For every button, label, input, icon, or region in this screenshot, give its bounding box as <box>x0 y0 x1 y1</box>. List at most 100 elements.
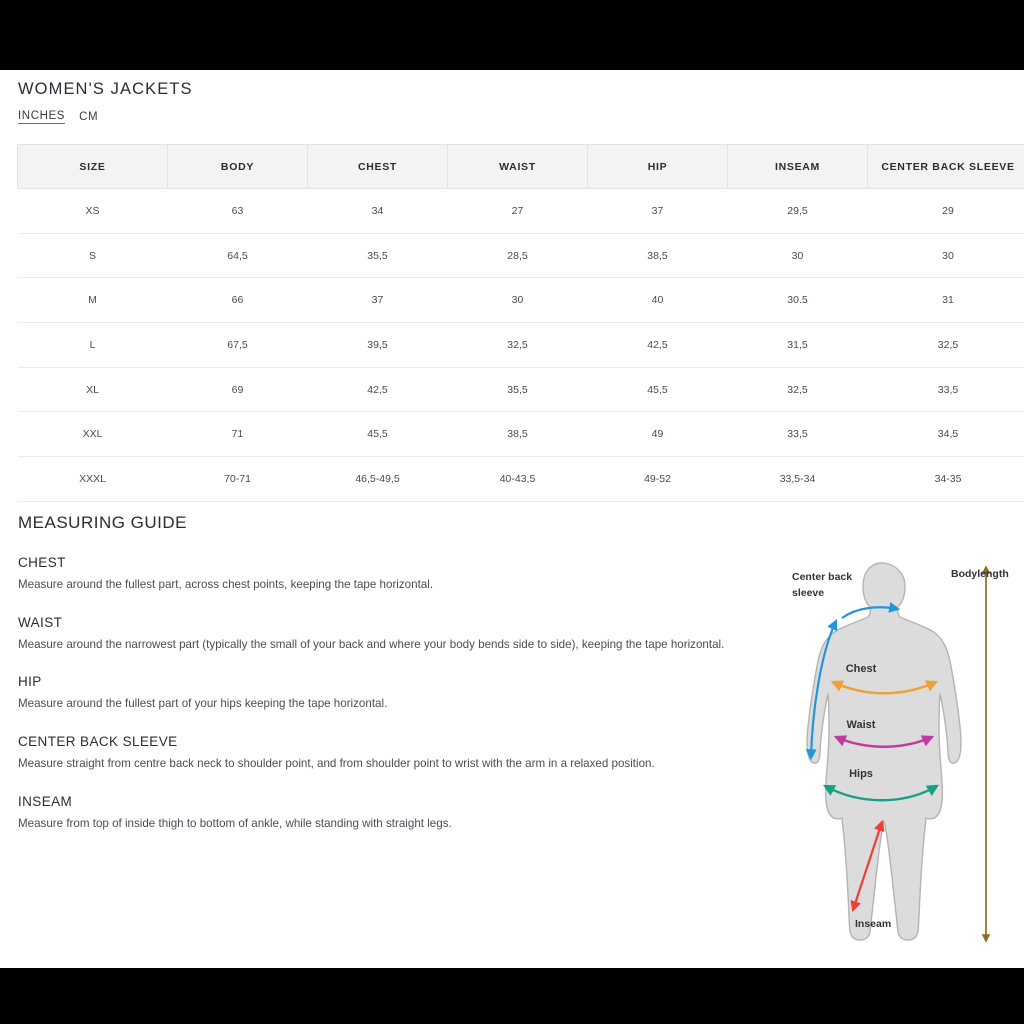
cell-body: 69 <box>167 366 308 413</box>
guide-text: Measure straight from centre back neck t… <box>18 756 655 770</box>
bottom-letterbox-bar <box>0 968 1024 1024</box>
cell-waist: 27 <box>447 188 588 234</box>
unit-option-inches[interactable]: INCHES <box>18 110 66 124</box>
cell-chest: 39,5 <box>307 322 448 368</box>
guide-heading: CENTER BACK SLEEVE <box>18 733 178 749</box>
inseam-label: Inseam <box>855 918 891 930</box>
cell-inseam: 30.5 <box>727 277 868 324</box>
cell-waist: 40-43,5 <box>447 456 588 502</box>
cell-center-back-sleeve: 32,5 <box>867 322 1024 368</box>
cell-size: XXL <box>17 411 168 458</box>
cell-hip: 49-52 <box>587 456 728 502</box>
guide-heading: HIP <box>18 674 42 690</box>
cell-inseam: 33,5-34 <box>727 456 868 502</box>
cell-hip: 37 <box>587 188 728 234</box>
cell-size: XXXL <box>17 456 168 502</box>
cell-waist: 30 <box>447 277 588 324</box>
column-header-waist: WAIST <box>447 144 588 189</box>
cell-center-back-sleeve: 33,5 <box>867 366 1024 413</box>
column-header-chest: CHEST <box>307 144 448 189</box>
column-header-body: BODY <box>167 144 308 189</box>
table-row: XS 63 34 27 37 29,5 29 <box>17 188 1024 234</box>
column-header-center-back-sleeve: CENTER BACK SLEEVE <box>867 144 1024 189</box>
cell-inseam: 29,5 <box>727 188 868 234</box>
cell-waist: 38,5 <box>447 411 588 458</box>
table-row: XXXL 70-71 46,5-49,5 40-43,5 49-52 33,5-… <box>17 456 1024 502</box>
measuring-guide-title: MEASURING GUIDE <box>18 513 188 532</box>
unit-toggle[interactable]: INCHES CM <box>18 110 98 124</box>
bodylength-label: Bodylength <box>951 568 1009 580</box>
cell-inseam: 31,5 <box>727 322 868 368</box>
cell-inseam: 30 <box>727 232 868 279</box>
column-header-hip: HIP <box>587 144 728 189</box>
guide-heading: WAIST <box>18 614 63 630</box>
top-letterbox-bar <box>0 0 1024 70</box>
chest-label: Chest <box>846 663 877 675</box>
hips-arrow <box>822 784 940 802</box>
waist-label: Waist <box>847 719 876 731</box>
cell-waist: 32,5 <box>447 322 588 368</box>
guide-section-center-back-sleeve: CENTER BACK SLEEVE Measure straight from… <box>18 734 808 772</box>
column-header-size: SIZE <box>17 144 168 189</box>
cell-hip: 45,5 <box>587 366 728 413</box>
table-row: XL 69 42,5 35,5 45,5 32,5 33,5 <box>17 366 1024 413</box>
center-back-sleeve-arrow <box>805 602 901 761</box>
waist-arrow <box>833 735 935 748</box>
table-row: M 66 37 30 40 30.5 31 <box>17 277 1024 324</box>
cell-chest: 46,5-49,5 <box>307 456 448 502</box>
cell-size: S <box>17 232 168 279</box>
page-title: WOMEN'S JACKETS <box>18 80 193 98</box>
guide-heading: INSEAM <box>18 793 73 809</box>
cell-size: XS <box>17 188 168 234</box>
cell-hip: 40 <box>587 277 728 324</box>
center-back-sleeve-label-line2: sleeve <box>792 587 824 599</box>
guide-text: Measure from top of inside thigh to bott… <box>18 816 452 830</box>
size-chart-table: SIZE BODY CHEST WAIST HIP INSEAM CENTER … <box>17 144 1024 502</box>
cell-hip: 49 <box>587 411 728 458</box>
cell-inseam: 32,5 <box>727 366 868 413</box>
cell-inseam: 33,5 <box>727 411 868 458</box>
cell-center-back-sleeve: 34-35 <box>867 456 1024 502</box>
cell-hip: 38,5 <box>587 232 728 279</box>
table-row: L 67,5 39,5 32,5 42,5 31,5 32,5 <box>17 322 1024 368</box>
cell-chest: 37 <box>307 277 448 324</box>
cell-body: 70-71 <box>167 456 308 502</box>
cell-waist: 28,5 <box>447 232 588 279</box>
cell-size: M <box>17 277 168 324</box>
table-header-row: SIZE BODY CHEST WAIST HIP INSEAM CENTER … <box>17 144 1024 189</box>
cell-center-back-sleeve: 30 <box>867 232 1024 279</box>
cell-body: 67,5 <box>167 322 308 368</box>
hips-label: Hips <box>849 768 873 780</box>
guide-section-hip: HIP Measure around the fullest part of y… <box>18 674 808 712</box>
cell-chest: 34 <box>307 188 448 234</box>
measuring-guide: MEASURING GUIDE CHEST Measure around the… <box>18 513 808 853</box>
guide-section-chest: CHEST Measure around the fullest part, a… <box>18 555 808 593</box>
inseam-arrow <box>850 819 885 913</box>
table-row: XXL 71 45,5 38,5 49 33,5 34,5 <box>17 411 1024 458</box>
cell-waist: 35,5 <box>447 366 588 413</box>
guide-text: Measure around the fullest part, across … <box>18 578 434 591</box>
column-header-inseam: INSEAM <box>727 144 868 189</box>
cell-body: 66 <box>167 277 308 324</box>
measurement-diagram: Bodylength Center back sleeve Chest Wais… <box>790 555 1024 1020</box>
guide-text: Measure around the narrowest part (typic… <box>18 637 725 651</box>
size-chart-page: WOMEN'S JACKETS INCHES CM SIZE BODY CHES… <box>0 70 1024 968</box>
cell-size: XL <box>17 366 168 413</box>
guide-text: Measure around the fullest part of your … <box>18 697 388 711</box>
guide-heading: CHEST <box>18 555 66 570</box>
cell-body: 71 <box>167 411 308 458</box>
cell-body: 63 <box>167 188 308 234</box>
unit-option-cm[interactable]: CM <box>79 111 99 123</box>
table-row: S 64,5 35,5 28,5 38,5 30 30 <box>17 232 1024 279</box>
cell-center-back-sleeve: 31 <box>867 277 1024 324</box>
cell-body: 64,5 <box>167 232 308 279</box>
cell-chest: 42,5 <box>307 366 448 413</box>
guide-section-waist: WAIST Measure around the narrowest part … <box>18 615 808 653</box>
cell-size: L <box>17 322 168 368</box>
cell-center-back-sleeve: 29 <box>867 188 1024 234</box>
center-back-sleeve-label-line1: Center back <box>792 571 852 583</box>
cell-chest: 45,5 <box>307 411 448 458</box>
body-silhouette-icon <box>806 562 962 941</box>
cell-hip: 42,5 <box>587 322 728 368</box>
cell-chest: 35,5 <box>307 232 448 279</box>
